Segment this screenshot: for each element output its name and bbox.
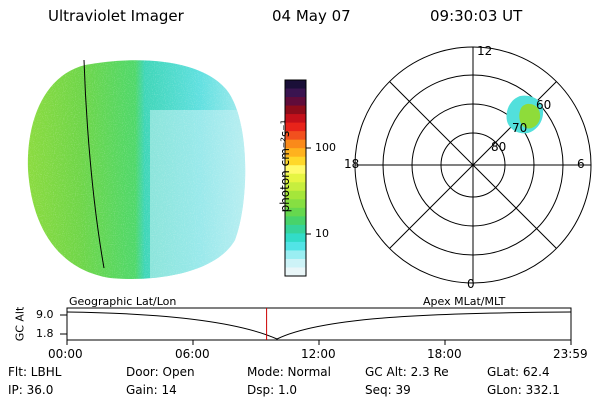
info-mode: Mode: Normal bbox=[247, 365, 331, 379]
polar-plot bbox=[354, 46, 592, 284]
colorbar-swatch bbox=[285, 173, 306, 183]
date-label: 04 May 07 bbox=[272, 7, 351, 25]
colorbar-swatch bbox=[285, 114, 306, 124]
colorbar-swatch bbox=[285, 199, 306, 209]
image-noise bbox=[27, 60, 246, 280]
colorbar-swatch bbox=[285, 190, 306, 200]
altitude-curve bbox=[66, 311, 572, 340]
mlt-label-18: 18 bbox=[344, 157, 360, 171]
colorbar-swatch bbox=[285, 233, 306, 243]
timeline-left-label: Geographic Lat/Lon bbox=[69, 295, 177, 308]
info-glat: GLat: 62.4 bbox=[487, 365, 550, 379]
colorbar-swatch bbox=[285, 216, 306, 226]
lat-label-60: 60 bbox=[536, 98, 552, 112]
colorbar-swatch bbox=[285, 139, 306, 149]
colorbar-swatch bbox=[285, 165, 306, 175]
aurora-patch-core bbox=[519, 103, 541, 129]
timeline-ytick-label-low: 1.8 bbox=[36, 327, 54, 340]
info-seq: Seq: 39 bbox=[365, 383, 411, 397]
colorbar-swatch bbox=[285, 250, 306, 260]
mlt-label-6: 6 bbox=[577, 157, 585, 171]
colorbar-swatch bbox=[285, 258, 306, 269]
colorbar-swatch bbox=[285, 224, 306, 234]
colorbar-unit-label: photon cm⁻²s⁻¹ bbox=[278, 119, 292, 213]
colorbar-swatch bbox=[285, 148, 306, 158]
timeline-xlabel-0: 00:00 bbox=[48, 347, 83, 361]
terminator-line bbox=[83, 59, 105, 269]
colorbar-swatch bbox=[285, 156, 306, 166]
timeline-right-label: Apex MLat/MLT bbox=[423, 295, 506, 308]
colorbar bbox=[284, 79, 311, 277]
colorbar-swatch bbox=[285, 88, 306, 98]
colorbar-swatch bbox=[285, 241, 306, 252]
colorbar-label-10: 10 bbox=[315, 227, 329, 240]
timeline-xlabel-3: 18:00 bbox=[427, 347, 462, 361]
colorbar-swatch bbox=[285, 122, 306, 132]
lat-label-80: 80 bbox=[491, 140, 507, 154]
colorbar-swatch bbox=[285, 267, 306, 277]
info-ip: IP: 36.0 bbox=[8, 383, 54, 397]
timeline-panel bbox=[60, 307, 572, 345]
info-gc-alt: GC Alt: 2.3 Re bbox=[365, 365, 449, 379]
colorbar-swatch bbox=[285, 80, 306, 90]
colorbar-swatch bbox=[285, 182, 306, 192]
colorbar-swatch bbox=[285, 97, 306, 107]
colorbar-swatch bbox=[285, 131, 306, 141]
timeline-xlabel-1: 06:00 bbox=[175, 347, 210, 361]
timeline-xlabel-4: 23:59 bbox=[553, 347, 588, 361]
info-glon: GLon: 332.1 bbox=[487, 383, 560, 397]
colorbar-swatch bbox=[285, 105, 306, 115]
colorbar-label-100: 100 bbox=[315, 141, 336, 154]
info-dsp: Dsp: 1.0 bbox=[247, 383, 298, 397]
info-filter: Flt: LBHL bbox=[8, 365, 62, 379]
auroral-image bbox=[27, 59, 246, 280]
info-gain: Gain: 14 bbox=[126, 383, 177, 397]
time-label: 09:30:03 UT bbox=[430, 7, 523, 25]
timeline-xlabel-2: 12:00 bbox=[301, 347, 336, 361]
instrument-title: Ultraviolet Imager bbox=[48, 7, 184, 25]
lat-label-70: 70 bbox=[512, 121, 528, 135]
timeline-ylabel: GC Alt bbox=[13, 306, 27, 342]
timeline-ytick-label-high: 9.0 bbox=[36, 308, 54, 321]
colorbar-frame bbox=[284, 79, 307, 277]
mlt-label-0: 0 bbox=[467, 277, 475, 291]
info-door: Door: Open bbox=[126, 365, 195, 379]
colorbar-swatch bbox=[285, 207, 306, 217]
mlt-label-12: 12 bbox=[477, 44, 493, 58]
